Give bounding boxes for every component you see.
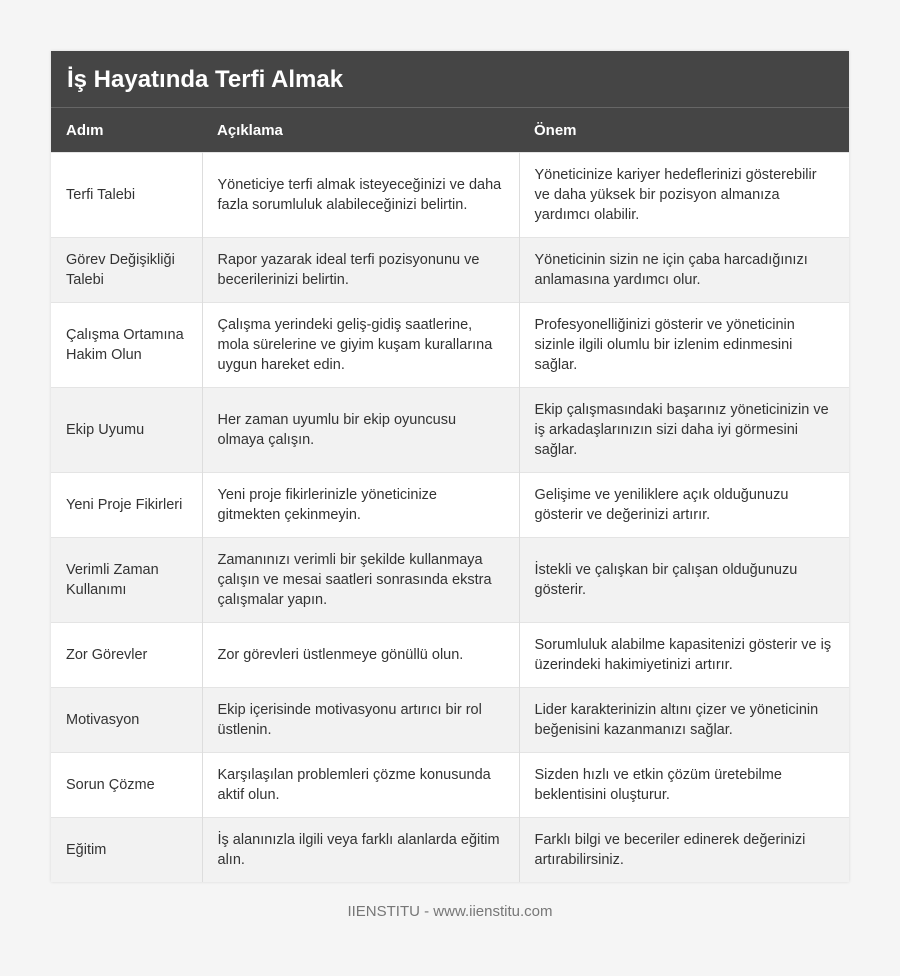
table-row: Görev Değişikliği Talebi Rapor yazarak id… xyxy=(51,237,849,303)
table-cell: Ekip çalışmasındaki başarınız yöneticini… xyxy=(519,387,849,473)
table-cell: Çalışma Ortamına Hakim Olun xyxy=(51,302,203,388)
table-cell: Profesyonelliğinizi gösterir ve yönetici… xyxy=(519,302,849,388)
table-cell: Yöneticinin sizin ne için çaba harcadığı… xyxy=(519,237,849,303)
table-cell: Lider karakterinizin altını çizer ve yön… xyxy=(519,687,849,753)
table-cell: Farklı bilgi ve beceriler edinerek değer… xyxy=(519,817,849,882)
table-cell: Yöneticinize kariyer hedeflerinizi göste… xyxy=(519,152,849,238)
table-row: Eğitim İş alanınızla ilgili veya farklı a… xyxy=(51,817,849,882)
table-row: Çalışma Ortamına Hakim Olun Çalışma yerin… xyxy=(51,302,849,388)
table-card: İş Hayatında Terfi Almak Adım Açıklama Öne… xyxy=(51,51,849,882)
table-cell: Rapor yazarak ideal terfi pozisyonunu ve… xyxy=(202,237,520,303)
table-cell: Zor Görevler xyxy=(51,622,203,688)
table-row: Verimli Zaman Kullanımı Zamanınızı veriml… xyxy=(51,537,849,623)
table-row: Ekip Uyumu Her zaman uyumlu bir ekip oyun… xyxy=(51,387,849,473)
table-cell: Sorumluluk alabilme kapasitenizi gösteri… xyxy=(519,622,849,688)
table-cell: Karşılaşılan problemleri çözme konusunda… xyxy=(202,752,520,818)
table-cell: Motivasyon xyxy=(51,687,203,753)
table-cell: Ekip içerisinde motivasyonu artırıcı bir… xyxy=(202,687,520,753)
table-cell: Zor görevleri üstlenmeye gönüllü olun. xyxy=(202,622,520,688)
table-row: Terfi Talebi Yöneticiye terfi almak istey… xyxy=(51,152,849,238)
table: Adım Açıklama Önem Terfi Talebi Yöneticiye … xyxy=(51,108,849,882)
table-cell: Sorun Çözme xyxy=(51,752,203,818)
table-row: Sorun Çözme Karşılaşılan problemleri çözm… xyxy=(51,752,849,818)
table-cell: İstekli ve çalışkan bir çalışan olduğunu… xyxy=(519,537,849,623)
table-cell: Yeni proje fikirlerinizle yöneticinize g… xyxy=(202,472,520,538)
table-row: Yeni Proje Fikirleri Yeni proje fikirleri… xyxy=(51,472,849,538)
table-cell: Zamanınızı verimli bir şekilde kullanmay… xyxy=(202,537,520,623)
column-header: Önem xyxy=(519,108,849,153)
table-body: Terfi Talebi Yöneticiye terfi almak istey… xyxy=(51,152,849,882)
table-row: Zor Görevler Zor görevleri üstlenmeye gön… xyxy=(51,622,849,688)
table-cell: İş alanınızla ilgili veya farklı alanlar… xyxy=(202,817,520,882)
table-cell: Yeni Proje Fikirleri xyxy=(51,472,203,538)
column-header: Açıklama xyxy=(202,108,519,153)
table-cell: Verimli Zaman Kullanımı xyxy=(51,537,203,623)
table-cell: Her zaman uyumlu bir ekip oyuncusu olmay… xyxy=(202,387,520,473)
table-cell: Çalışma yerindeki geliş-gidiş saatlerine… xyxy=(202,302,520,388)
column-header: Adım xyxy=(51,108,202,153)
footer: IIENSTITU - www.iienstitu.com xyxy=(347,903,553,920)
table-row: Motivasyon Ekip içerisinde motivasyonu ar… xyxy=(51,687,849,753)
table-cell: Yöneticiye terfi almak isteyeceğinizi ve… xyxy=(202,152,520,238)
table-cell: Görev Değişikliği Talebi xyxy=(51,237,203,303)
table-cell: Eğitim xyxy=(51,817,203,882)
table-cell: Terfi Talebi xyxy=(51,152,203,238)
header-row: Adım Açıklama Önem xyxy=(51,108,849,153)
table-cell: Gelişime ve yeniliklere açık olduğunuzu … xyxy=(519,472,849,538)
table-title: İş Hayatında Terfi Almak xyxy=(51,51,849,108)
table-cell: Sizden hızlı ve etkin çözüm üretebilme b… xyxy=(519,752,849,818)
table-cell: Ekip Uyumu xyxy=(51,387,203,473)
